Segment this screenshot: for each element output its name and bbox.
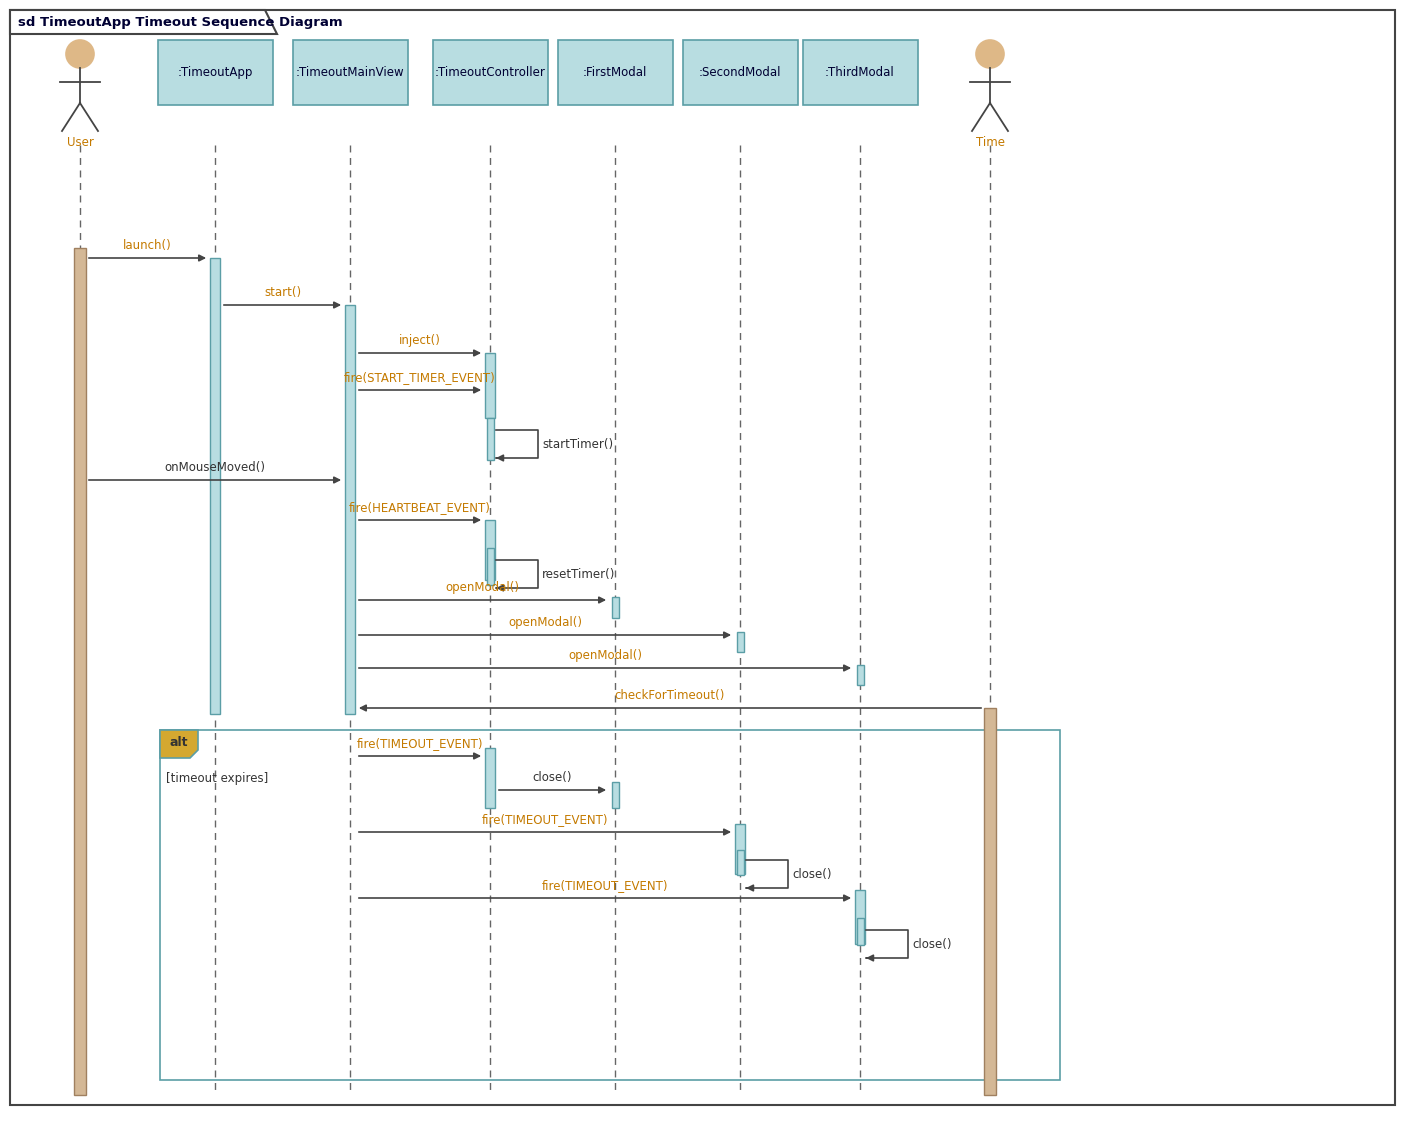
Text: close(): close() [533, 771, 572, 784]
Text: inject(): inject() [399, 334, 441, 347]
Text: resetTimer(): resetTimer() [542, 568, 616, 580]
Bar [345, 305, 355, 714]
Bar [433, 40, 548, 105]
Text: :TimeoutApp: :TimeoutApp [178, 66, 252, 79]
Text: :ThirdModal: :ThirdModal [826, 66, 895, 79]
Bar [210, 258, 220, 714]
Text: Time: Time [975, 136, 1005, 149]
Text: User: User [66, 136, 93, 149]
Bar [857, 918, 864, 945]
Text: :FirstModal: :FirstModal [583, 66, 647, 79]
Text: :SecondModal: :SecondModal [699, 66, 781, 79]
Text: fire(START_TIMER_EVENT): fire(START_TIMER_EVENT) [344, 371, 496, 384]
Text: close(): close() [792, 867, 831, 881]
Text: :TimeoutController: :TimeoutController [434, 66, 545, 79]
Bar [735, 824, 745, 874]
Text: fire(HEARTBEAT_EVENT): fire(HEARTBEAT_EVENT) [349, 502, 490, 514]
Text: launch(): launch() [123, 239, 172, 252]
Bar [158, 40, 272, 105]
Text: openModal(): openModal() [509, 616, 582, 629]
Bar [983, 708, 996, 1095]
Bar [486, 419, 493, 460]
Text: sd TimeoutApp Timeout Sequence Diagram: sd TimeoutApp Timeout Sequence Diagram [18, 16, 342, 28]
Bar [682, 40, 797, 105]
Bar [161, 730, 1060, 1080]
Bar [75, 248, 86, 1095]
Text: onMouseMoved(): onMouseMoved() [165, 461, 265, 473]
Bar [485, 748, 495, 808]
Bar [485, 519, 495, 580]
Polygon shape [10, 10, 278, 34]
Text: openModal(): openModal() [568, 649, 643, 662]
Bar [803, 40, 917, 105]
Bar [737, 850, 744, 875]
Text: fire(TIMEOUT_EVENT): fire(TIMEOUT_EVENT) [482, 813, 609, 826]
Text: fire(TIMEOUT_EVENT): fire(TIMEOUT_EVENT) [356, 737, 483, 749]
Text: close(): close() [912, 938, 951, 950]
Bar [558, 40, 672, 105]
Text: fire(TIMEOUT_EVENT): fire(TIMEOUT_EVENT) [541, 879, 668, 892]
Text: :TimeoutMainView: :TimeoutMainView [296, 66, 404, 79]
Bar [293, 40, 407, 105]
Text: startTimer(): startTimer() [542, 438, 613, 451]
Circle shape [976, 40, 1005, 68]
Text: alt: alt [169, 736, 189, 748]
Bar [612, 597, 619, 618]
Text: checkForTimeout(): checkForTimeout() [614, 689, 726, 702]
Bar [612, 782, 619, 808]
Bar [486, 548, 493, 585]
Text: [timeout expires]: [timeout expires] [166, 772, 268, 785]
Text: start(): start() [263, 286, 302, 298]
Bar [485, 353, 495, 419]
Bar [855, 890, 865, 944]
Circle shape [66, 40, 94, 68]
Text: openModal(): openModal() [445, 581, 520, 594]
Bar [737, 632, 744, 652]
Polygon shape [161, 730, 199, 758]
Bar [857, 665, 864, 686]
